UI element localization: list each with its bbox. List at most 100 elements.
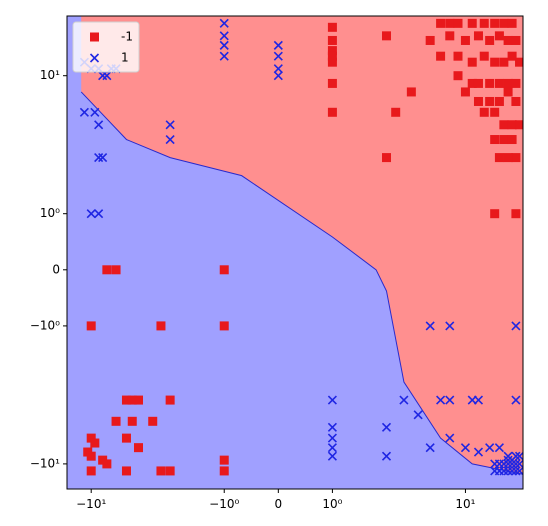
point-class-neg1	[148, 416, 158, 426]
region-class-neg1	[81, 16, 523, 475]
tick-label: −10¹	[76, 497, 106, 511]
point-class-1	[273, 71, 283, 81]
point-class-1	[327, 433, 337, 443]
point-class-1	[94, 209, 104, 219]
point-class-1	[425, 321, 435, 331]
plot-frame	[66, 15, 524, 490]
point-class-1	[507, 466, 517, 476]
point-class-neg1	[503, 153, 513, 163]
point-class-1	[413, 410, 423, 420]
point-class-neg1	[127, 395, 137, 405]
point-class-neg1	[485, 78, 495, 88]
point-class-neg1	[490, 107, 500, 117]
point-class-neg1	[499, 18, 509, 28]
point-class-1	[273, 51, 283, 61]
plot-area	[67, 16, 523, 489]
point-class-neg1	[327, 22, 337, 32]
point-class-neg1	[327, 107, 337, 117]
point-class-neg1	[111, 265, 121, 275]
point-class-neg1	[382, 31, 392, 41]
point-class-neg1	[499, 120, 509, 130]
point-class-1	[381, 422, 392, 432]
point-class-neg1	[490, 18, 500, 28]
tick-label: 10¹	[455, 497, 475, 511]
tick-label: 10⁰	[322, 497, 342, 511]
point-class-neg1	[111, 416, 121, 426]
point-class-1	[425, 443, 435, 453]
point-class-neg1	[86, 433, 96, 443]
point-class-neg1	[511, 35, 521, 45]
point-class-1	[485, 443, 495, 453]
point-class-1	[94, 120, 104, 130]
point-class-neg1	[406, 87, 416, 97]
point-class-1	[460, 443, 471, 453]
tick-label: −10⁰	[30, 318, 60, 332]
point-class-1	[98, 153, 108, 163]
point-class-1	[79, 107, 89, 117]
point-class-neg1	[219, 455, 229, 465]
point-class-neg1	[382, 153, 392, 163]
point-class-1	[511, 321, 521, 331]
tick-label: 0	[52, 262, 60, 276]
point-class-1	[219, 40, 229, 50]
point-class-1	[514, 466, 523, 476]
point-class-neg1	[507, 18, 517, 28]
legend-marker	[90, 32, 99, 42]
point-class-neg1	[485, 96, 495, 106]
legend-label: 1	[121, 51, 129, 65]
point-class-1	[473, 447, 484, 457]
legend-entry: -1	[90, 30, 133, 44]
point-class-1	[399, 395, 409, 405]
point-class-neg1	[511, 209, 521, 219]
point-class-neg1	[515, 120, 523, 130]
point-class-neg1	[494, 78, 504, 88]
point-class-neg1	[479, 51, 489, 61]
point-class-neg1	[490, 57, 500, 67]
point-class-1	[273, 40, 283, 50]
point-class-neg1	[86, 466, 96, 476]
point-class-1	[90, 107, 100, 117]
legend-box	[72, 21, 140, 73]
point-class-1	[86, 209, 96, 219]
point-class-neg1	[494, 153, 504, 163]
point-class-neg1	[86, 321, 96, 331]
point-class-1	[445, 395, 455, 405]
point-class-neg1	[473, 78, 483, 88]
tick-label: 10¹	[40, 68, 60, 82]
point-class-neg1	[494, 31, 504, 41]
point-class-1	[219, 31, 229, 41]
point-class-1	[381, 451, 392, 461]
point-class-neg1	[453, 71, 463, 81]
point-class-1	[511, 451, 521, 461]
point-class-neg1	[490, 209, 500, 219]
point-class-neg1	[460, 35, 470, 45]
point-class-neg1	[515, 57, 523, 67]
point-class-neg1	[90, 438, 100, 448]
point-class-1	[327, 443, 337, 453]
point-class-neg1	[156, 321, 166, 331]
point-class-neg1	[467, 57, 477, 67]
point-class-neg1	[499, 135, 509, 145]
point-class-neg1	[503, 78, 513, 88]
tick-label: −10¹	[30, 456, 60, 470]
legend: -1 1	[72, 21, 140, 73]
point-class-neg1	[494, 96, 504, 106]
point-class-1	[219, 51, 229, 61]
tick-label: −10⁰	[209, 497, 239, 511]
point-class-1	[445, 321, 455, 331]
point-class-neg1	[467, 78, 477, 88]
point-class-neg1	[445, 31, 455, 41]
tick-label: 0	[275, 497, 283, 511]
point-class-neg1	[327, 35, 337, 45]
point-class-1	[273, 64, 283, 74]
point-class-1	[436, 395, 446, 405]
data-points	[79, 18, 523, 476]
point-class-neg1	[479, 18, 489, 28]
point-class-neg1	[86, 451, 96, 461]
point-class-neg1	[436, 18, 446, 28]
point-class-neg1	[499, 57, 509, 67]
point-class-neg1	[156, 466, 166, 476]
point-class-1	[511, 395, 521, 405]
point-class-neg1	[121, 395, 131, 405]
point-class-1	[94, 153, 104, 163]
